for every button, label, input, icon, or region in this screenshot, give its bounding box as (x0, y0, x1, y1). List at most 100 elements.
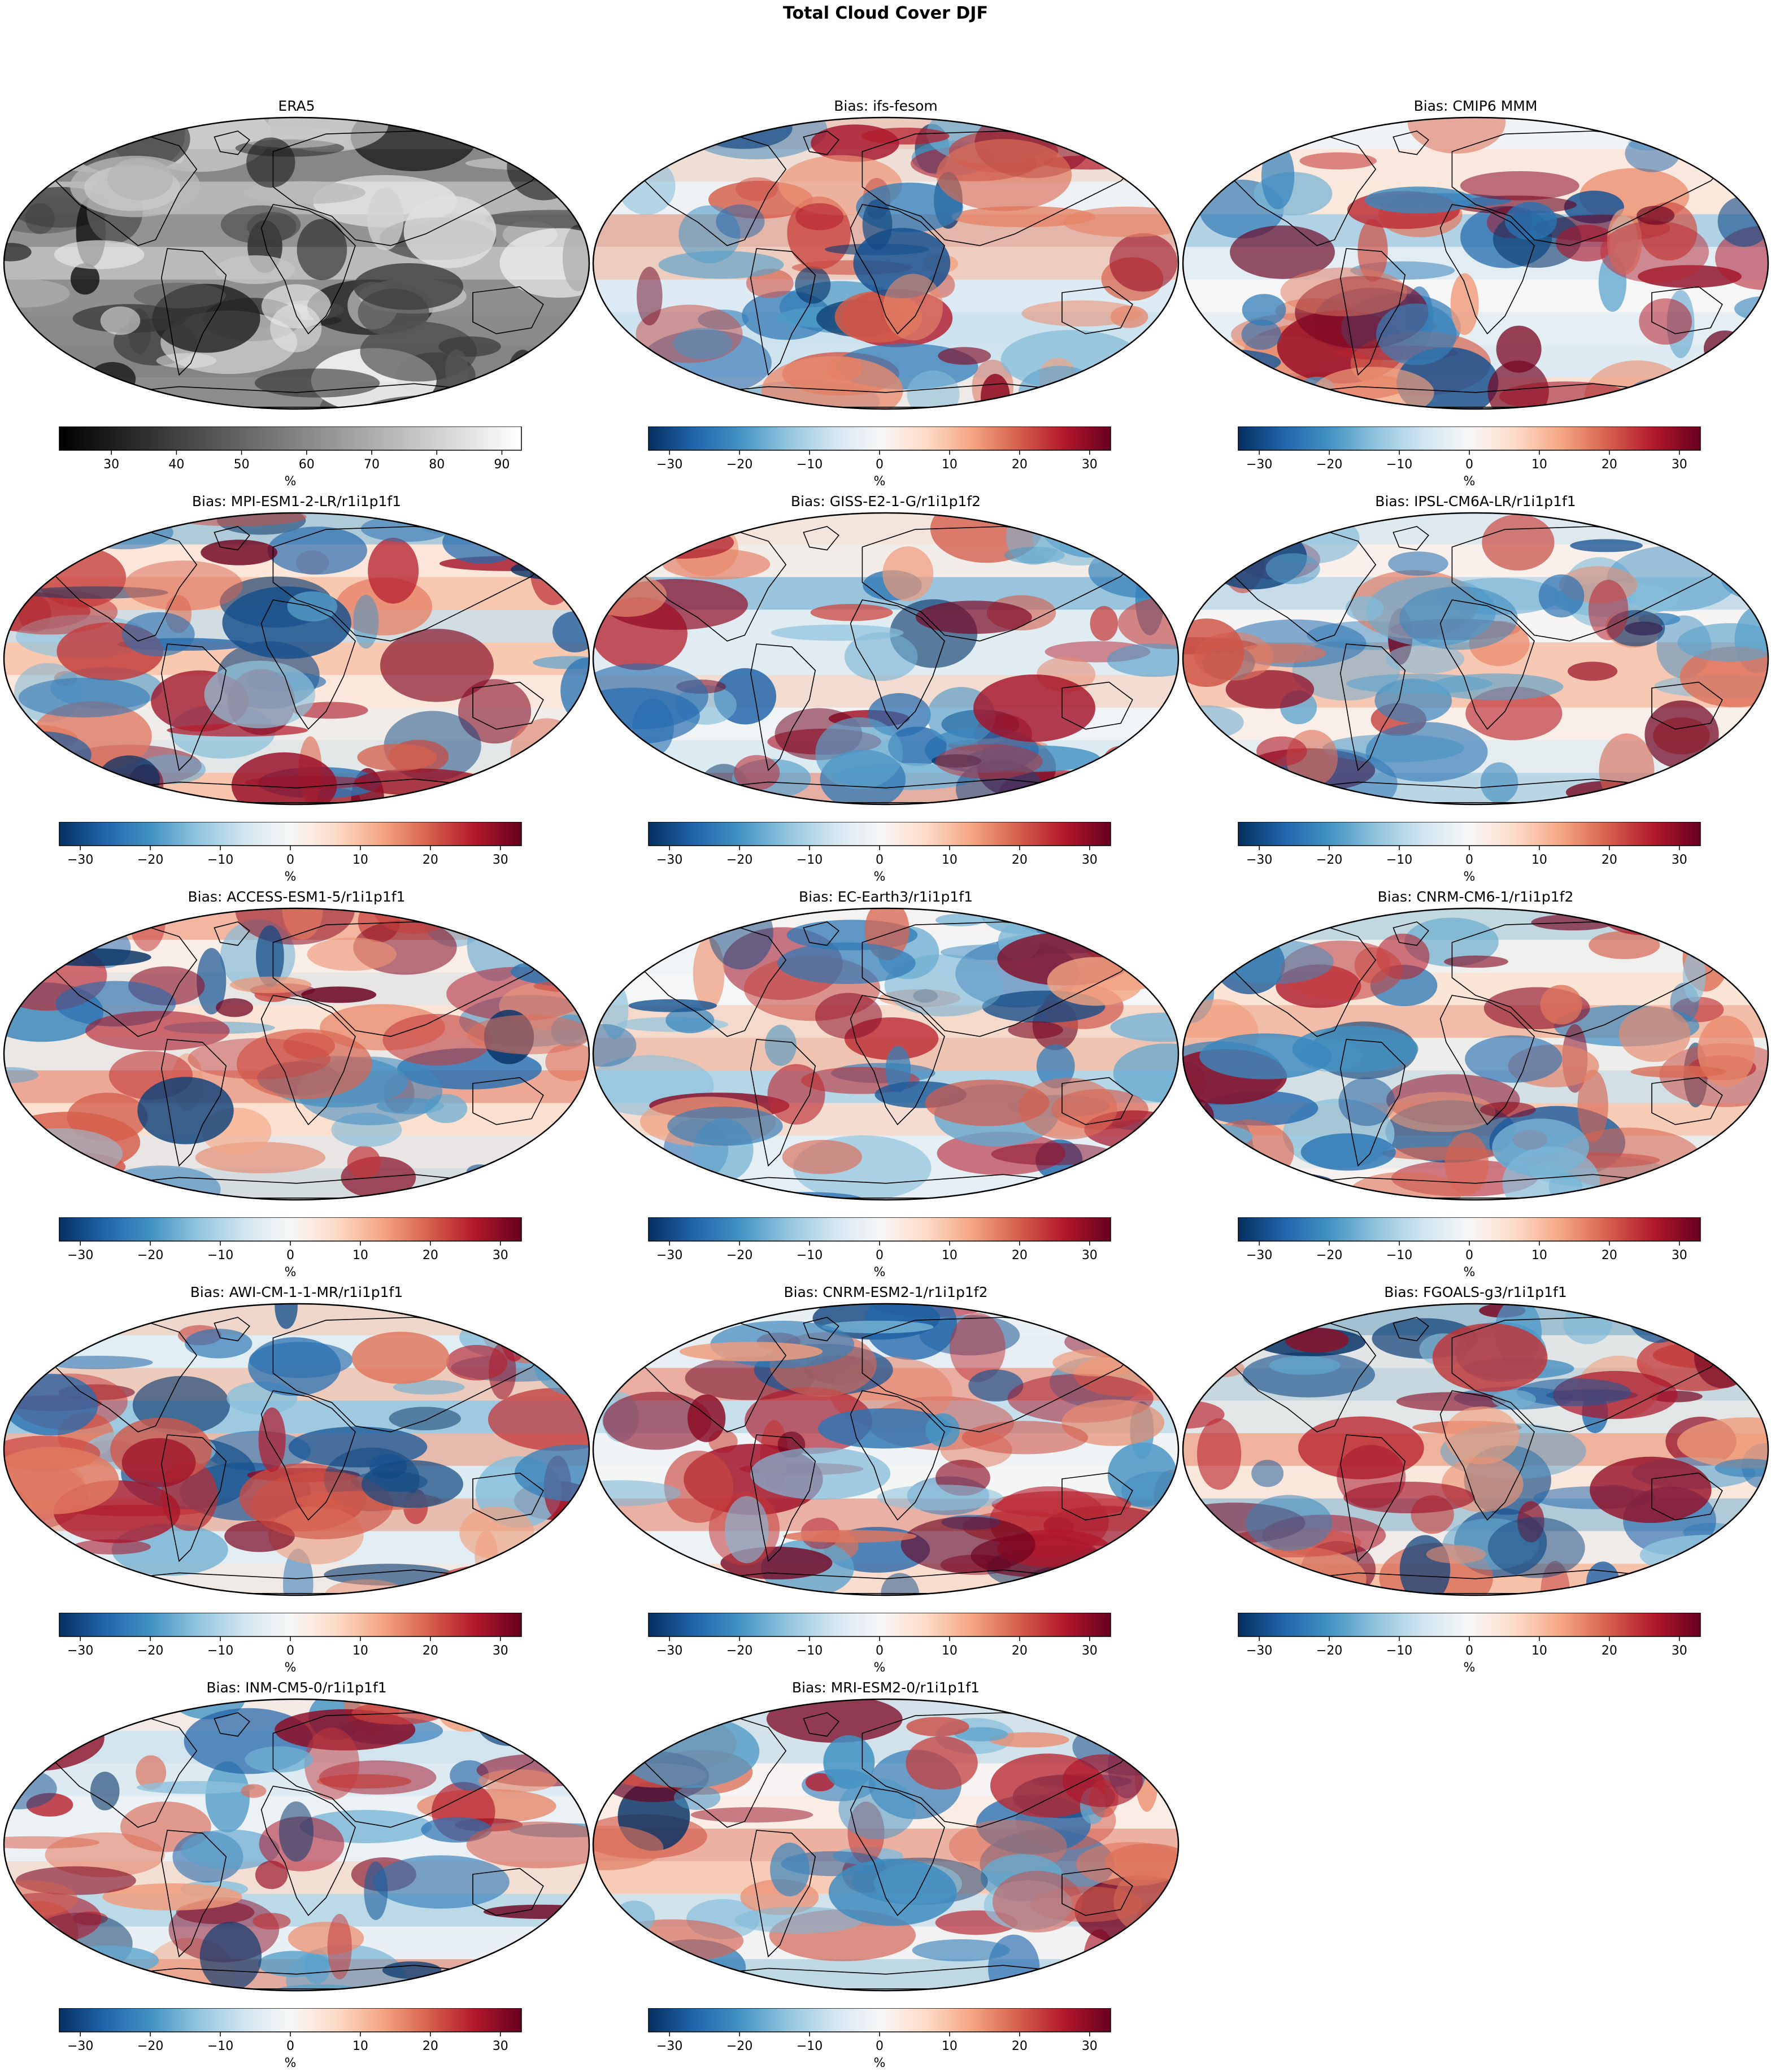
map-panel: Bias: AWI-CM-1-1-MR/r1i1p1f1 −30 −20 −10 0 10… (3, 1282, 590, 1675)
colorbar-tick-label: 30 (103, 458, 119, 472)
map-panel: Bias: IPSL-CM6A-LR/r1i1p1f1 −30 −20 −10 0 10 2… (1182, 491, 1769, 884)
colorbar-tick-label: −20 (1316, 1248, 1342, 1263)
colorbar-tick-label: 0 (286, 1644, 294, 1658)
colorbar-tick-label: −30 (1246, 458, 1272, 472)
colorbar: −30 −20 −10 0 10 20 30% (59, 2008, 522, 2070)
map-panel: Bias: INM-CM5-0/r1i1p1f1 −30 −20 −10 0 10 20 30… (3, 1678, 590, 2070)
colorbar-tick-label: 0 (876, 853, 884, 867)
map-outline (592, 512, 1180, 806)
colorbar-tick-label: 10 (1531, 1644, 1547, 1658)
map-field (4, 513, 589, 804)
colorbar-label: % (874, 2056, 886, 2070)
colorbar-tick-label: −10 (797, 458, 823, 472)
panel-title: Bias: MPI-ESM1-2-LR/r1i1p1f1 (192, 493, 402, 510)
colorbar: −30 −20 −10 0 10 20 30% (1238, 1613, 1701, 1675)
colorbar-tick-label: 10 (353, 2039, 368, 2053)
colorbar-tick-label: 30 (1672, 1644, 1687, 1658)
colorbar: −30 −20 −10 0 10 20 30% (59, 1217, 522, 1279)
map-plot (3, 512, 590, 806)
colorbar-label: % (1464, 475, 1476, 489)
colorbar-tick-label: −30 (67, 1248, 93, 1263)
map-plot (3, 907, 590, 1201)
map-field (4, 1699, 589, 1991)
map-plot (1182, 512, 1769, 806)
map-field (1183, 117, 1768, 409)
colorbar-tick-label: 30 (1672, 1248, 1687, 1263)
panel-title: ERA5 (278, 98, 315, 114)
colorbar-tick-label: −20 (726, 1248, 752, 1263)
colorbar-tick-label: −10 (797, 2039, 823, 2053)
colorbar-label: % (285, 2056, 297, 2070)
colorbar-gradient (648, 2008, 1111, 2032)
colorbar: −30 −20 −10 0 10 20 30% (1238, 1217, 1701, 1279)
colorbar-tick-label: 20 (1602, 1248, 1617, 1263)
colorbar: −30 −20 −10 0 10 20 30% (648, 2008, 1111, 2070)
colorbar-tick-label: −10 (207, 1644, 233, 1658)
panel-title: Bias: ifs-fesom (834, 98, 938, 114)
colorbar-gradient (648, 1217, 1111, 1242)
colorbar-gradient (1238, 1217, 1701, 1242)
panel-title: Bias: CMIP6 MMM (1413, 98, 1538, 114)
colorbar-tick-label: −20 (1316, 1644, 1342, 1658)
map-outline (1182, 1303, 1769, 1596)
map-field (4, 1304, 589, 1595)
map-outline (1182, 512, 1769, 806)
colorbar-tick-label: −20 (137, 853, 163, 867)
colorbar-tick-label: 0 (876, 1248, 884, 1263)
colorbar-label: % (874, 1661, 886, 1675)
colorbar: −30 −20 −10 0 10 20 30% (648, 1217, 1111, 1279)
colorbar-tick-label: 10 (942, 1644, 958, 1658)
colorbar-tick-label: 10 (1531, 853, 1547, 867)
colorbar: −30 −20 −10 0 10 20 30% (1238, 822, 1701, 884)
map-plot (592, 1303, 1180, 1596)
colorbar: −30 −20 −10 0 10 20 30% (59, 1613, 522, 1675)
panel-title: Bias: CNRM-CM6-1/r1i1p1f2 (1377, 889, 1574, 905)
map-panel: Bias: CMIP6 MMM −30 −20 −10 0 10 20 30% (1182, 96, 1769, 489)
colorbar: −30 −20 −10 0 10 20 30% (59, 822, 522, 884)
colorbar-tick-label: −20 (137, 2039, 163, 2053)
colorbar-tick-label: 10 (353, 853, 368, 867)
colorbar-tick-label: 0 (876, 2039, 884, 2053)
colorbar-label: % (285, 1661, 297, 1675)
map-outline (592, 1303, 1180, 1596)
colorbar-tick-label: −10 (207, 853, 233, 867)
colorbar-tick-label: 30 (1082, 1248, 1098, 1263)
colorbar-gradient (59, 1217, 522, 1242)
panel-title: Bias: IPSL-CM6A-LR/r1i1p1f1 (1375, 493, 1576, 510)
colorbar-tick-label: −20 (1316, 458, 1342, 472)
colorbar-tick-label: 0 (286, 2039, 294, 2053)
colorbar-tick-label: 20 (423, 1644, 438, 1658)
map-outline (1182, 116, 1769, 410)
map-field (593, 1699, 1178, 1991)
map-field (1183, 1304, 1768, 1595)
colorbar-tick-label: 0 (286, 1248, 294, 1263)
colorbar-label: % (285, 475, 297, 489)
map-plot (592, 1698, 1180, 1992)
colorbar-tick-label: 0 (1465, 458, 1473, 472)
colorbar-tick-label: 40 (168, 458, 184, 472)
map-field (4, 117, 589, 409)
colorbar-tick-label: 20 (1012, 1248, 1028, 1263)
colorbar-tick-label: −10 (1386, 458, 1412, 472)
colorbar-tick-label: −20 (726, 1644, 752, 1658)
colorbar-tick-label: 10 (1531, 1248, 1547, 1263)
map-plot (1182, 1303, 1769, 1596)
map-panel: Bias: GISS-E2-1-G/r1i1p1f2 −30 −20 −10 0 10 20… (592, 491, 1180, 884)
colorbar-tick-label: 10 (353, 1644, 368, 1658)
colorbar-tick-label: −30 (656, 458, 682, 472)
colorbar-gradient (1238, 1613, 1701, 1637)
map-outline (3, 116, 590, 410)
map-panel: Bias: ifs-fesom −30 −20 −10 0 10 20 30% (592, 96, 1180, 489)
map-panel: Bias: FGOALS-g3/r1i1p1f1 −30 −20 −10 0 10 20 30… (1182, 1282, 1769, 1675)
colorbar-tick-label: 0 (1465, 853, 1473, 867)
map-panel: Bias: MPI-ESM1-2-LR/r1i1p1f1 −30 −20 −10 0 10… (3, 491, 590, 884)
colorbar-gradient (59, 1613, 522, 1637)
colorbar-tick-label: 70 (364, 458, 380, 472)
map-plot (3, 116, 590, 410)
colorbar-gradient (648, 1613, 1111, 1637)
panel-title: Bias: ACCESS-ESM1-5/r1i1p1f1 (188, 889, 406, 905)
map-outline (3, 907, 590, 1201)
colorbar-label: % (1464, 1661, 1476, 1675)
colorbar-tick-label: 20 (1012, 2039, 1028, 2053)
colorbar-tick-label: 30 (1672, 853, 1687, 867)
